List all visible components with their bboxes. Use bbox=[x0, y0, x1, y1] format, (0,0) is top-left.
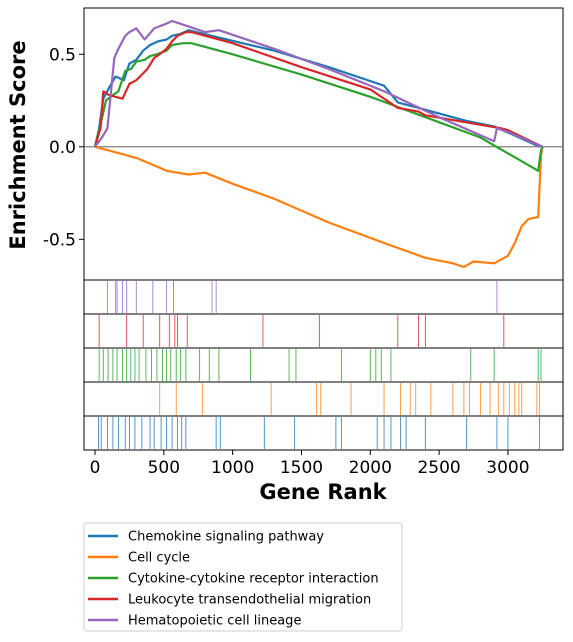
y-tick-label: -0.5 bbox=[43, 230, 76, 250]
gene-hit-panels bbox=[83, 279, 564, 451]
x-tick-label: 2000 bbox=[349, 458, 392, 478]
x-tick-label: 0 bbox=[90, 458, 101, 478]
es-line-series-2 bbox=[94, 145, 544, 269]
legend-label-3: Cytokine-cytokine receptor interaction bbox=[128, 572, 379, 587]
es-line-series-3 bbox=[93, 42, 544, 172]
es-line-series-5 bbox=[94, 19, 543, 148]
y-axis-label: Enrichment Score bbox=[6, 40, 30, 249]
x-axis-label: Gene Rank bbox=[259, 480, 387, 504]
hit-panel-1 bbox=[83, 415, 564, 451]
y-tick-label: 0.0 bbox=[49, 138, 76, 158]
hit-panel-4 bbox=[83, 313, 564, 349]
x-tick-label: 3000 bbox=[486, 458, 529, 478]
legend-frame bbox=[83, 522, 403, 632]
x-tick-label: 1000 bbox=[211, 458, 254, 478]
y-axis: 0.5 0.0 -0.5 bbox=[43, 45, 84, 250]
legend: Chemokine signaling pathway Cell cycle Cyt… bbox=[83, 522, 403, 632]
legend-label-1: Chemokine signaling pathway bbox=[128, 530, 324, 545]
x-tick-label: 1500 bbox=[280, 458, 323, 478]
x-tick-label: 500 bbox=[148, 458, 180, 478]
hit-panel-5 bbox=[83, 279, 564, 315]
hit-panel-3 bbox=[83, 347, 564, 383]
es-line-series-4 bbox=[93, 31, 543, 148]
legend-label-2: Cell cycle bbox=[128, 551, 190, 566]
legend-label-5: Hematopoietic cell lineage bbox=[128, 614, 301, 629]
x-axis: 0 500 1000 1500 2000 2500 3000 bbox=[90, 450, 530, 478]
hit-panel-2 bbox=[83, 381, 564, 417]
es-line-series-1 bbox=[93, 29, 543, 148]
enrichment-score-panel bbox=[83, 7, 564, 281]
y-tick-label: 0.5 bbox=[49, 45, 76, 65]
x-tick-label: 2500 bbox=[417, 458, 460, 478]
legend-label-4: Leukocyte transendothelial migration bbox=[128, 593, 371, 608]
